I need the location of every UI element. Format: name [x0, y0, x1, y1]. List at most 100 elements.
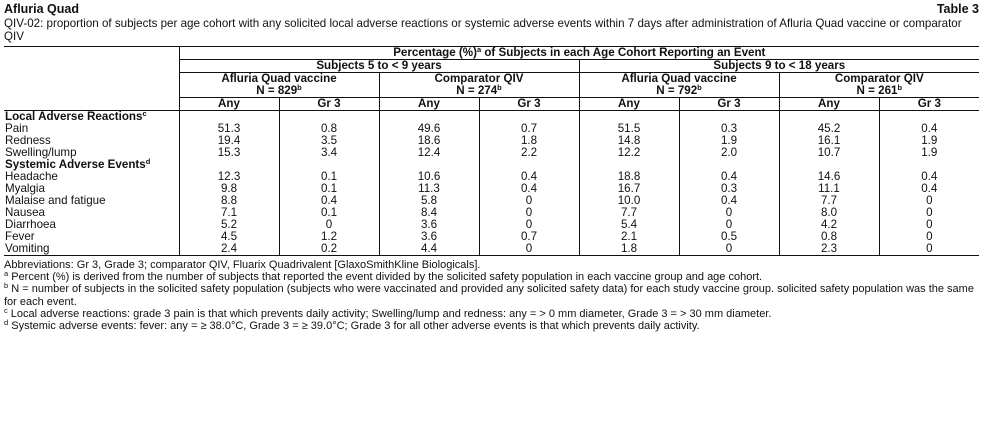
table-row: Diarrhoea 5.2 0 3.6 0 5.4 0 4.2 0: [4, 219, 980, 231]
table-row: Myalgia 9.8 0.1 11.3 0.4 16.7 0.3 11.1 0.4: [4, 182, 980, 195]
row-label: Swelling/lump: [5, 146, 77, 159]
table-cell: 1.9: [678, 135, 779, 147]
section-title: Systemic Adverse Eventsd: [5, 157, 151, 171]
table-cell: 0: [478, 219, 579, 231]
table-cell: 10.6: [378, 171, 479, 183]
subcol-header: Gr 3: [478, 97, 579, 111]
table-cell: 16.1: [778, 135, 879, 147]
cohort-header: Subjects 9 to < 18 years: [578, 59, 980, 73]
row-label: Headache: [5, 170, 58, 183]
table-cell: 11.3: [378, 183, 479, 195]
table-cell: 0: [478, 243, 579, 256]
top-header: Percentage (%)a of Subjects in each Age …: [178, 46, 980, 60]
table-row: Malaise and fatigue 8.8 0.4 5.8 0 10.0 0.4 7.7 0: [4, 194, 980, 207]
table-cell: 0.8: [278, 123, 379, 135]
row-label: Pain: [5, 122, 29, 135]
table-cell: 0.1: [278, 171, 379, 183]
table-cell: 10.7: [778, 147, 879, 159]
table-cell: 45.2: [778, 123, 879, 135]
table-cell: 18.6: [378, 135, 479, 147]
table-cell: 5.2: [178, 219, 279, 231]
footnotes: Abbreviations: Gr 3, Grade 3; comparator…: [4, 259, 979, 332]
footnote: d Systemic adverse events: fever: any = …: [4, 318, 700, 333]
table-cell: 5.8: [378, 195, 479, 207]
cohort-header: Subjects 5 to < 9 years: [178, 59, 579, 73]
table-cell: 8.8: [178, 195, 279, 207]
table-cell: 0: [678, 219, 779, 231]
table-cell: 5.4: [578, 219, 679, 231]
table-cell: 12.2: [578, 147, 679, 159]
group-header: Afluria Quad vaccine N = 792b: [578, 72, 779, 98]
group-header: Afluria Quad vaccine N = 829b: [178, 72, 379, 98]
table-cell: 51.3: [178, 123, 279, 135]
table-cell: 12.3: [178, 171, 279, 183]
table-cell: 0.8: [778, 231, 879, 243]
document-header: Afluria Quad Table 3: [4, 2, 979, 16]
table-cell: 18.8: [578, 171, 679, 183]
table-row: Pain 51.3 0.8 49.6 0.7 51.5 0.3 45.2 0.4: [4, 122, 980, 135]
subcol-header: Any: [578, 97, 679, 111]
row-label: Fever: [5, 230, 35, 243]
group-header: Comparator QIV N = 261b: [778, 72, 980, 98]
table-cell: 15.3: [178, 147, 279, 159]
document-page: Afluria Quad Table 3 QIV-02: proportion …: [4, 2, 980, 332]
section-header-row: Systemic Adverse Eventsd: [4, 157, 980, 171]
footnote: a Percent (%) is derived from the number…: [4, 269, 763, 284]
table-cell: 0: [878, 243, 980, 256]
table-cell: 3.6: [378, 219, 479, 231]
table-cell: 0: [878, 195, 980, 207]
table-cell: 3.4: [278, 147, 379, 159]
table-cell: 0.4: [478, 183, 579, 195]
table-cell: 4.2: [778, 219, 879, 231]
table-cell: 7.7: [778, 195, 879, 207]
table-cell: 0.4: [878, 183, 980, 195]
table-cell: 9.8: [178, 183, 279, 195]
table-cell: 0: [678, 207, 779, 219]
table-cell: 1.2: [278, 231, 379, 243]
table-cell: 0.7: [478, 123, 579, 135]
table-row: Nausea 7.1 0.1 8.4 0 7.7 0 8.0 0: [4, 207, 980, 219]
table-row: Swelling/lump 15.3 3.4 12.4 2.2 12.2 2.0 10.7 1.…: [4, 146, 980, 159]
subcol-header: Gr 3: [678, 97, 779, 111]
table-cell: 7.1: [178, 207, 279, 219]
table-cell: 2.2: [478, 147, 579, 159]
table-cell: 2.4: [178, 243, 279, 256]
table-cell: 14.6: [778, 171, 879, 183]
table-cell: 0.1: [278, 183, 379, 195]
table-cell: 1.8: [478, 135, 579, 147]
table-cell: 0: [478, 195, 579, 207]
row-label: Redness: [5, 134, 51, 147]
table-caption: QIV-02: proportion of subjects per age c…: [4, 17, 962, 43]
table-cell: 14.8: [578, 135, 679, 147]
table-cell: 7.7: [578, 207, 679, 219]
table-cell: 4.5: [178, 231, 279, 243]
subcol-header: Any: [378, 97, 479, 111]
table-cell: 0.7: [478, 231, 579, 243]
table-row: Vomiting 2.4 0.2 4.4 0 1.8 0 2.3 0: [4, 243, 980, 256]
group-header: Comparator QIV N = 274b: [378, 72, 579, 98]
subcol-header: Gr 3: [278, 97, 379, 111]
table-row: Redness 19.4 3.5 18.6 1.8 14.8 1.9 16.1 1.9: [4, 134, 980, 147]
table-cell: 0.4: [678, 171, 779, 183]
footnote: b N = number of subjects in the solicite…: [4, 281, 974, 308]
table-cell: 1.9: [878, 135, 980, 147]
row-label: Myalgia: [5, 182, 45, 195]
table-cell: 49.6: [378, 123, 479, 135]
table-cell: 0: [278, 219, 379, 231]
row-label: Malaise and fatigue: [5, 194, 106, 207]
table-cell: 0: [678, 243, 779, 256]
table-cell: 1.8: [578, 243, 679, 256]
section-title: Local Adverse Reactionsc: [5, 109, 147, 123]
table-cell: 0.4: [878, 123, 980, 135]
table-cell: 8.0: [778, 207, 879, 219]
table-cell: 0.4: [878, 171, 980, 183]
table-cell: 16.7: [578, 183, 679, 195]
table-cell: 0.4: [278, 195, 379, 207]
table-cell: 8.4: [378, 207, 479, 219]
subcol-header: Any: [178, 97, 279, 111]
table-cell: 2.3: [778, 243, 879, 256]
table-cell: 12.4: [378, 147, 479, 159]
table-cell: 0.3: [678, 123, 779, 135]
table-cell: 10.0: [578, 195, 679, 207]
table-label: Table 3: [936, 2, 979, 16]
